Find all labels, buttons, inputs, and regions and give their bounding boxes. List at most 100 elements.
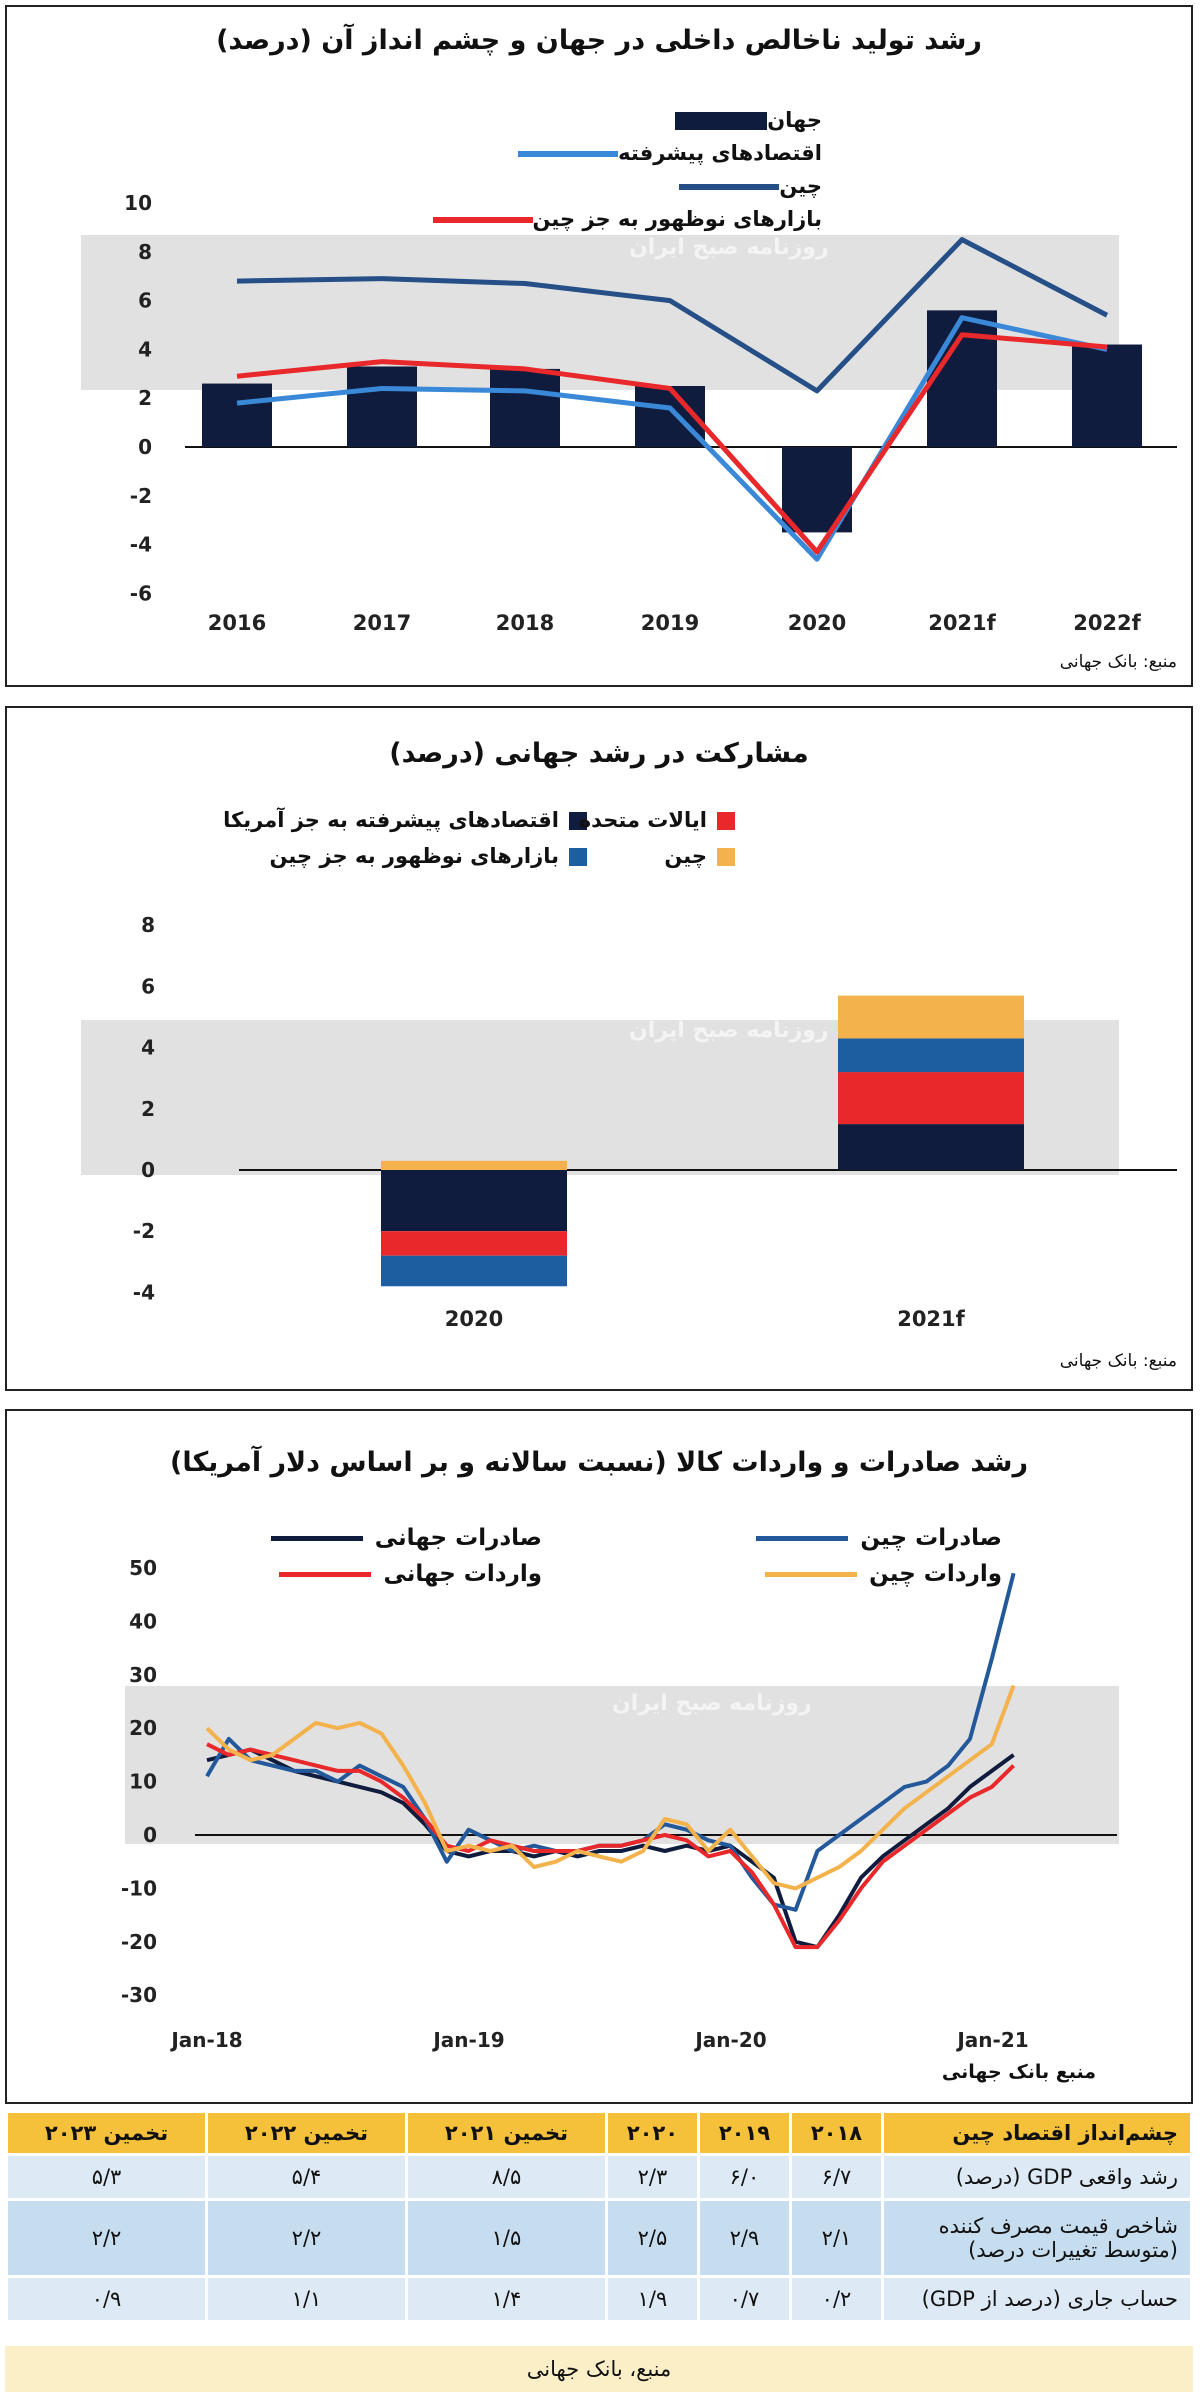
y-tick-label: 4: [141, 1036, 155, 1060]
stacked-bar-segment: [838, 1124, 1024, 1170]
watermark-band: [125, 1686, 1119, 1844]
x-tick-label: 2019: [641, 611, 699, 635]
y-tick-label: 4: [138, 337, 152, 361]
y-tick-label: 0: [141, 1158, 155, 1182]
y-tick-label: -2: [130, 484, 152, 508]
watermark-subtitle: روزنامه صبح ایران: [612, 1691, 812, 1716]
legend-label: بازارهای نوظهور به جز چین: [532, 207, 822, 231]
table-cell: ۲/۳: [607, 2156, 697, 2198]
table-cell: ۱/۹: [607, 2278, 697, 2320]
bar-world: [490, 368, 560, 447]
chart-panel-trade: رشد صادرات و واردات کالا (نسبت سالانه و …: [5, 1409, 1193, 2104]
gdp-chart-svg: 10 8 6 4 2 0 -2 -4 -6 2016 2017 2018 2019 2020 2021f 20…: [124, 191, 1177, 635]
table-cell: ۶/۷: [791, 2156, 881, 2198]
legend-swatch: [569, 848, 587, 866]
y-tick-label: 30: [129, 1663, 157, 1687]
y-tick-label: -20: [121, 1930, 157, 1954]
china-outlook-table: چشم‌انداز اقتصاد چین ۲۰۱۸ ۲۰۱۹ ۲۰۲۰ تخمی…: [5, 2110, 1193, 2323]
series-line: [206, 1747, 1015, 1950]
y-tick-label: 10: [124, 191, 152, 215]
table-row: شاخص قیمت مصرف کننده (متوسط تغییرات درصد…: [8, 2201, 1190, 2275]
x-tick-label: Jan-21: [955, 2028, 1028, 2052]
legend-swatch: [279, 1572, 372, 1577]
y-tick-label: -10: [121, 1876, 157, 1900]
table-row-label: رشد واقعی GDP (درصد): [884, 2156, 1190, 2198]
chart-title-trade: رشد صادرات و واردات کالا (نسبت سالانه و …: [169, 1447, 1029, 1478]
table-cell: ۶/۰: [699, 2156, 789, 2198]
legend-label: ایالات متحده: [578, 808, 707, 832]
legend-swatch: [679, 184, 780, 190]
legend-swatch: [518, 151, 619, 157]
table-cell: ۲/۱: [791, 2201, 881, 2275]
x-tick-label: 2022f: [1073, 611, 1141, 635]
table-cell: ۱/۵: [407, 2201, 605, 2275]
legend-label: واردات چین: [869, 1561, 1002, 1587]
y-tick-label: 20: [129, 1716, 157, 1740]
legend-item: واردات چین: [765, 1561, 1002, 1587]
watermark-subtitle: روزنامه صبح ایران: [629, 1018, 829, 1043]
chart-panel-contribution: مشارکت در رشد جهانی (درصد) روزنامه صبح ا…: [5, 706, 1193, 1391]
legend-label: اقتصادهای پیشرفته به جز آمریکا: [223, 808, 559, 832]
legend-item: چین: [669, 174, 822, 198]
chart-panel-gdp: رشد تولید ناخالص داخلی در جهان و چشم اند…: [5, 5, 1193, 687]
x-tick-label: Jan-20: [693, 2028, 766, 2052]
legend-label: واردات جهانی: [383, 1561, 542, 1587]
legend-item: بازارهای نوظهور به جز چین: [423, 207, 822, 231]
watermark-subtitle: روزنامه صبح ایران: [629, 235, 829, 260]
table-header-cell: تخمین ۲۰۲۳: [8, 2113, 206, 2153]
table-row-label: شاخص قیمت مصرف کننده (متوسط تغییرات درصد…: [884, 2201, 1190, 2275]
legend-label: چین: [664, 844, 707, 868]
y-tick-label: 6: [141, 974, 155, 998]
table-header-cell: تخمین ۲۰۲۱: [407, 2113, 605, 2153]
legend-label: اقتصادهای پیشرفته: [618, 141, 822, 165]
y-tick-label: 0: [138, 435, 152, 459]
table-cell: ۱/۱: [208, 2278, 405, 2320]
legend-swatch: [717, 848, 735, 866]
table-header-cell: ۲۰۱۹: [699, 2113, 789, 2153]
legend-label: بازارهای نوظهور به جز چین: [269, 844, 559, 868]
stacked-bar-segment: [381, 1170, 567, 1232]
table-cell: ۲/۲: [208, 2201, 405, 2275]
table-cell: ۰/۹: [8, 2278, 206, 2320]
legend-item: اقتصادهای پیشرفته: [508, 141, 822, 165]
stacked-bar-segment: [381, 1231, 567, 1256]
legend-label: چین: [779, 174, 822, 198]
x-tick-label: 2017: [353, 611, 411, 635]
legend-item: جهان: [665, 108, 822, 132]
legend-label: جهان: [767, 108, 822, 132]
legend-swatch: [675, 112, 768, 130]
legend-item: بازارهای نوظهور به جز چین: [270, 844, 587, 868]
series-line: [236, 315, 1108, 562]
x-tick-label: Jan-19: [431, 2028, 504, 2052]
table-cell: ۰/۲: [791, 2278, 881, 2320]
trade-chart-svg: 50 40 30 20 10 0 -10 -20 -30 Jan-18 Jan-19 Jan-20 Ja…: [121, 1556, 1117, 2052]
table-cell: ۲/۹: [699, 2201, 789, 2275]
legend-swatch: [756, 1536, 849, 1541]
chart-title-gdp: رشد تولید ناخالص داخلی در جهان و چشم اند…: [216, 25, 982, 56]
legend-label: صادرات جهانی: [374, 1525, 542, 1551]
chart-source-trade: منبع بانک جهانی: [941, 2061, 1096, 2083]
y-tick-label: 40: [129, 1609, 157, 1633]
x-tick-label: Jan-18: [169, 2028, 242, 2052]
y-tick-label: 6: [138, 289, 152, 313]
y-tick-label: 0: [143, 1823, 157, 1847]
x-tick-label: 2021f: [928, 611, 996, 635]
contribution-chart-svg: 8 6 4 2 0 -2 -4 2020 2021f: [133, 913, 1177, 1331]
legend-label: صادرات چین: [860, 1525, 1002, 1551]
y-tick-label: -30: [121, 1983, 157, 2007]
series-line: [236, 237, 1109, 394]
x-tick-label: 2021f: [897, 1307, 965, 1331]
series-line: [206, 1742, 1015, 1950]
bar-world: [202, 383, 272, 447]
x-tick-label: 2020: [445, 1307, 503, 1331]
y-tick-label: 2: [141, 1097, 155, 1121]
table-header-cell: ۲۰۱۸: [791, 2113, 881, 2153]
y-tick-label: 2: [138, 386, 152, 410]
chart-title-contribution: مشارکت در رشد جهانی (درصد): [389, 738, 809, 769]
chart-source-gdp: منبع: بانک جهانی: [1059, 652, 1177, 672]
table-cell: ۵/۴: [208, 2156, 405, 2198]
bar-world: [347, 366, 417, 447]
y-tick-label: -4: [130, 533, 152, 557]
stacked-bar-segment: [838, 995, 1024, 1039]
legend-item: اقتصادهای پیشرفته به جز آمریکا: [223, 808, 587, 832]
